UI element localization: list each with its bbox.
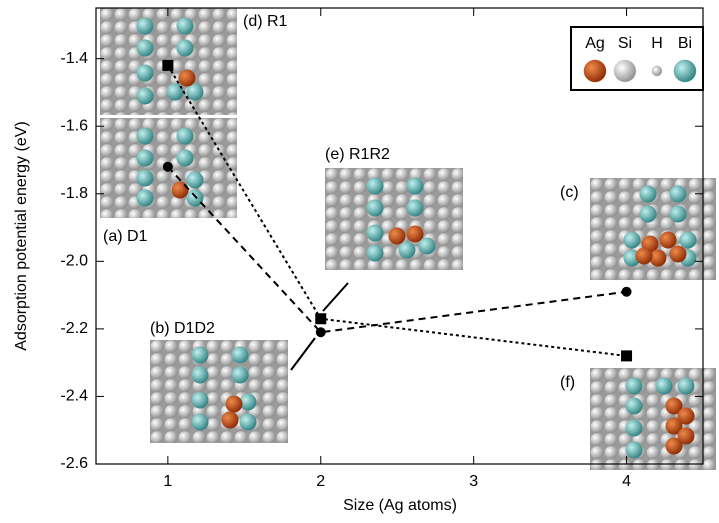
atom-ag — [670, 246, 687, 263]
atom-bi — [137, 190, 154, 207]
y-tick-label: -1.4 — [60, 50, 88, 67]
atom-bi — [626, 378, 643, 395]
legend-swatch — [674, 60, 696, 82]
marker — [163, 162, 173, 172]
annotation: (f) — [560, 374, 575, 391]
y-axis-label: Adsorption potential energy (eV) — [13, 121, 30, 350]
atom-bi — [367, 178, 384, 195]
inset — [150, 340, 288, 443]
atom-bi — [240, 414, 257, 431]
inset-surface — [590, 368, 716, 470]
atom-bi — [177, 40, 194, 57]
atom-bi — [137, 170, 154, 187]
atom-bi — [137, 18, 154, 35]
marker — [162, 60, 173, 71]
atom-bi — [137, 88, 154, 105]
inset-surface — [325, 168, 463, 270]
marker — [622, 287, 632, 297]
annotation: (b) D1D2 — [150, 320, 215, 337]
marker — [316, 327, 326, 337]
atom-bi — [137, 65, 154, 82]
atom-bi — [640, 206, 657, 223]
annotation: (a) D1 — [103, 228, 148, 245]
atom-ag — [407, 226, 424, 243]
arrow — [323, 283, 348, 311]
y-tick-label: -2.6 — [60, 455, 88, 472]
atom-ag — [226, 396, 243, 413]
legend-label: Bi — [678, 35, 692, 52]
atom-bi — [656, 378, 673, 395]
legend-label: Ag — [585, 35, 605, 52]
atom-bi — [232, 367, 249, 384]
atom-ag — [678, 408, 695, 425]
atom-bi — [137, 128, 154, 145]
atom-ag — [179, 70, 196, 87]
atom-ag — [222, 412, 239, 429]
atom-ag — [660, 232, 677, 249]
atom-bi — [177, 18, 194, 35]
atom-bi — [624, 232, 641, 249]
atom-bi — [192, 367, 209, 384]
inset-surface — [150, 340, 288, 443]
atom-bi — [187, 172, 204, 189]
legend-label: Si — [618, 35, 632, 52]
y-tick-label: -2.2 — [60, 320, 88, 337]
legend-label: H — [651, 35, 663, 52]
atom-bi — [137, 150, 154, 167]
x-tick-label: 3 — [469, 473, 478, 490]
atom-bi — [367, 245, 384, 262]
atom-bi — [232, 347, 249, 364]
annotation: (c) — [560, 184, 579, 201]
atom-ag — [678, 428, 695, 445]
atom-bi — [626, 442, 643, 459]
annotation: (d) R1 — [243, 13, 288, 30]
atom-ag — [389, 228, 406, 245]
atom-bi — [399, 242, 416, 259]
atom-bi — [192, 392, 209, 409]
atom-bi — [137, 40, 154, 57]
atom-bi — [626, 420, 643, 437]
atom-bi — [407, 200, 424, 217]
atom-bi — [678, 378, 695, 395]
x-tick-label: 1 — [163, 473, 172, 490]
marker — [315, 313, 326, 324]
y-tick-label: -2.0 — [60, 253, 88, 270]
arrow — [291, 338, 315, 370]
atom-ag — [636, 248, 653, 265]
y-tick-label: -1.8 — [60, 185, 88, 202]
atom-bi — [670, 186, 687, 203]
legend-swatch — [584, 60, 606, 82]
inset — [590, 368, 716, 470]
inset — [325, 168, 463, 270]
y-tick-label: -1.6 — [60, 117, 88, 134]
legend-swatch — [652, 66, 662, 76]
x-axis-label: Size (Ag atoms) — [343, 497, 457, 514]
atom-bi — [177, 150, 194, 167]
legend-swatch — [614, 60, 636, 82]
atom-bi — [626, 398, 643, 415]
atom-bi — [680, 232, 697, 249]
x-tick-label: 2 — [316, 473, 325, 490]
x-tick-label: 4 — [622, 473, 631, 490]
atom-bi — [419, 238, 436, 255]
atom-bi — [192, 347, 209, 364]
annotation: (e) R1R2 — [325, 146, 390, 163]
y-tick-label: -2.4 — [60, 388, 88, 405]
marker — [621, 350, 632, 361]
atom-bi — [367, 200, 384, 217]
atom-bi — [407, 178, 424, 195]
atom-bi — [367, 225, 384, 242]
atom-bi — [670, 206, 687, 223]
atom-bi — [192, 414, 209, 431]
atom-bi — [640, 186, 657, 203]
atom-bi — [177, 128, 194, 145]
chart: Size (Ag atoms) Adsorption potential ene… — [0, 0, 719, 518]
atom-ag — [172, 182, 189, 199]
